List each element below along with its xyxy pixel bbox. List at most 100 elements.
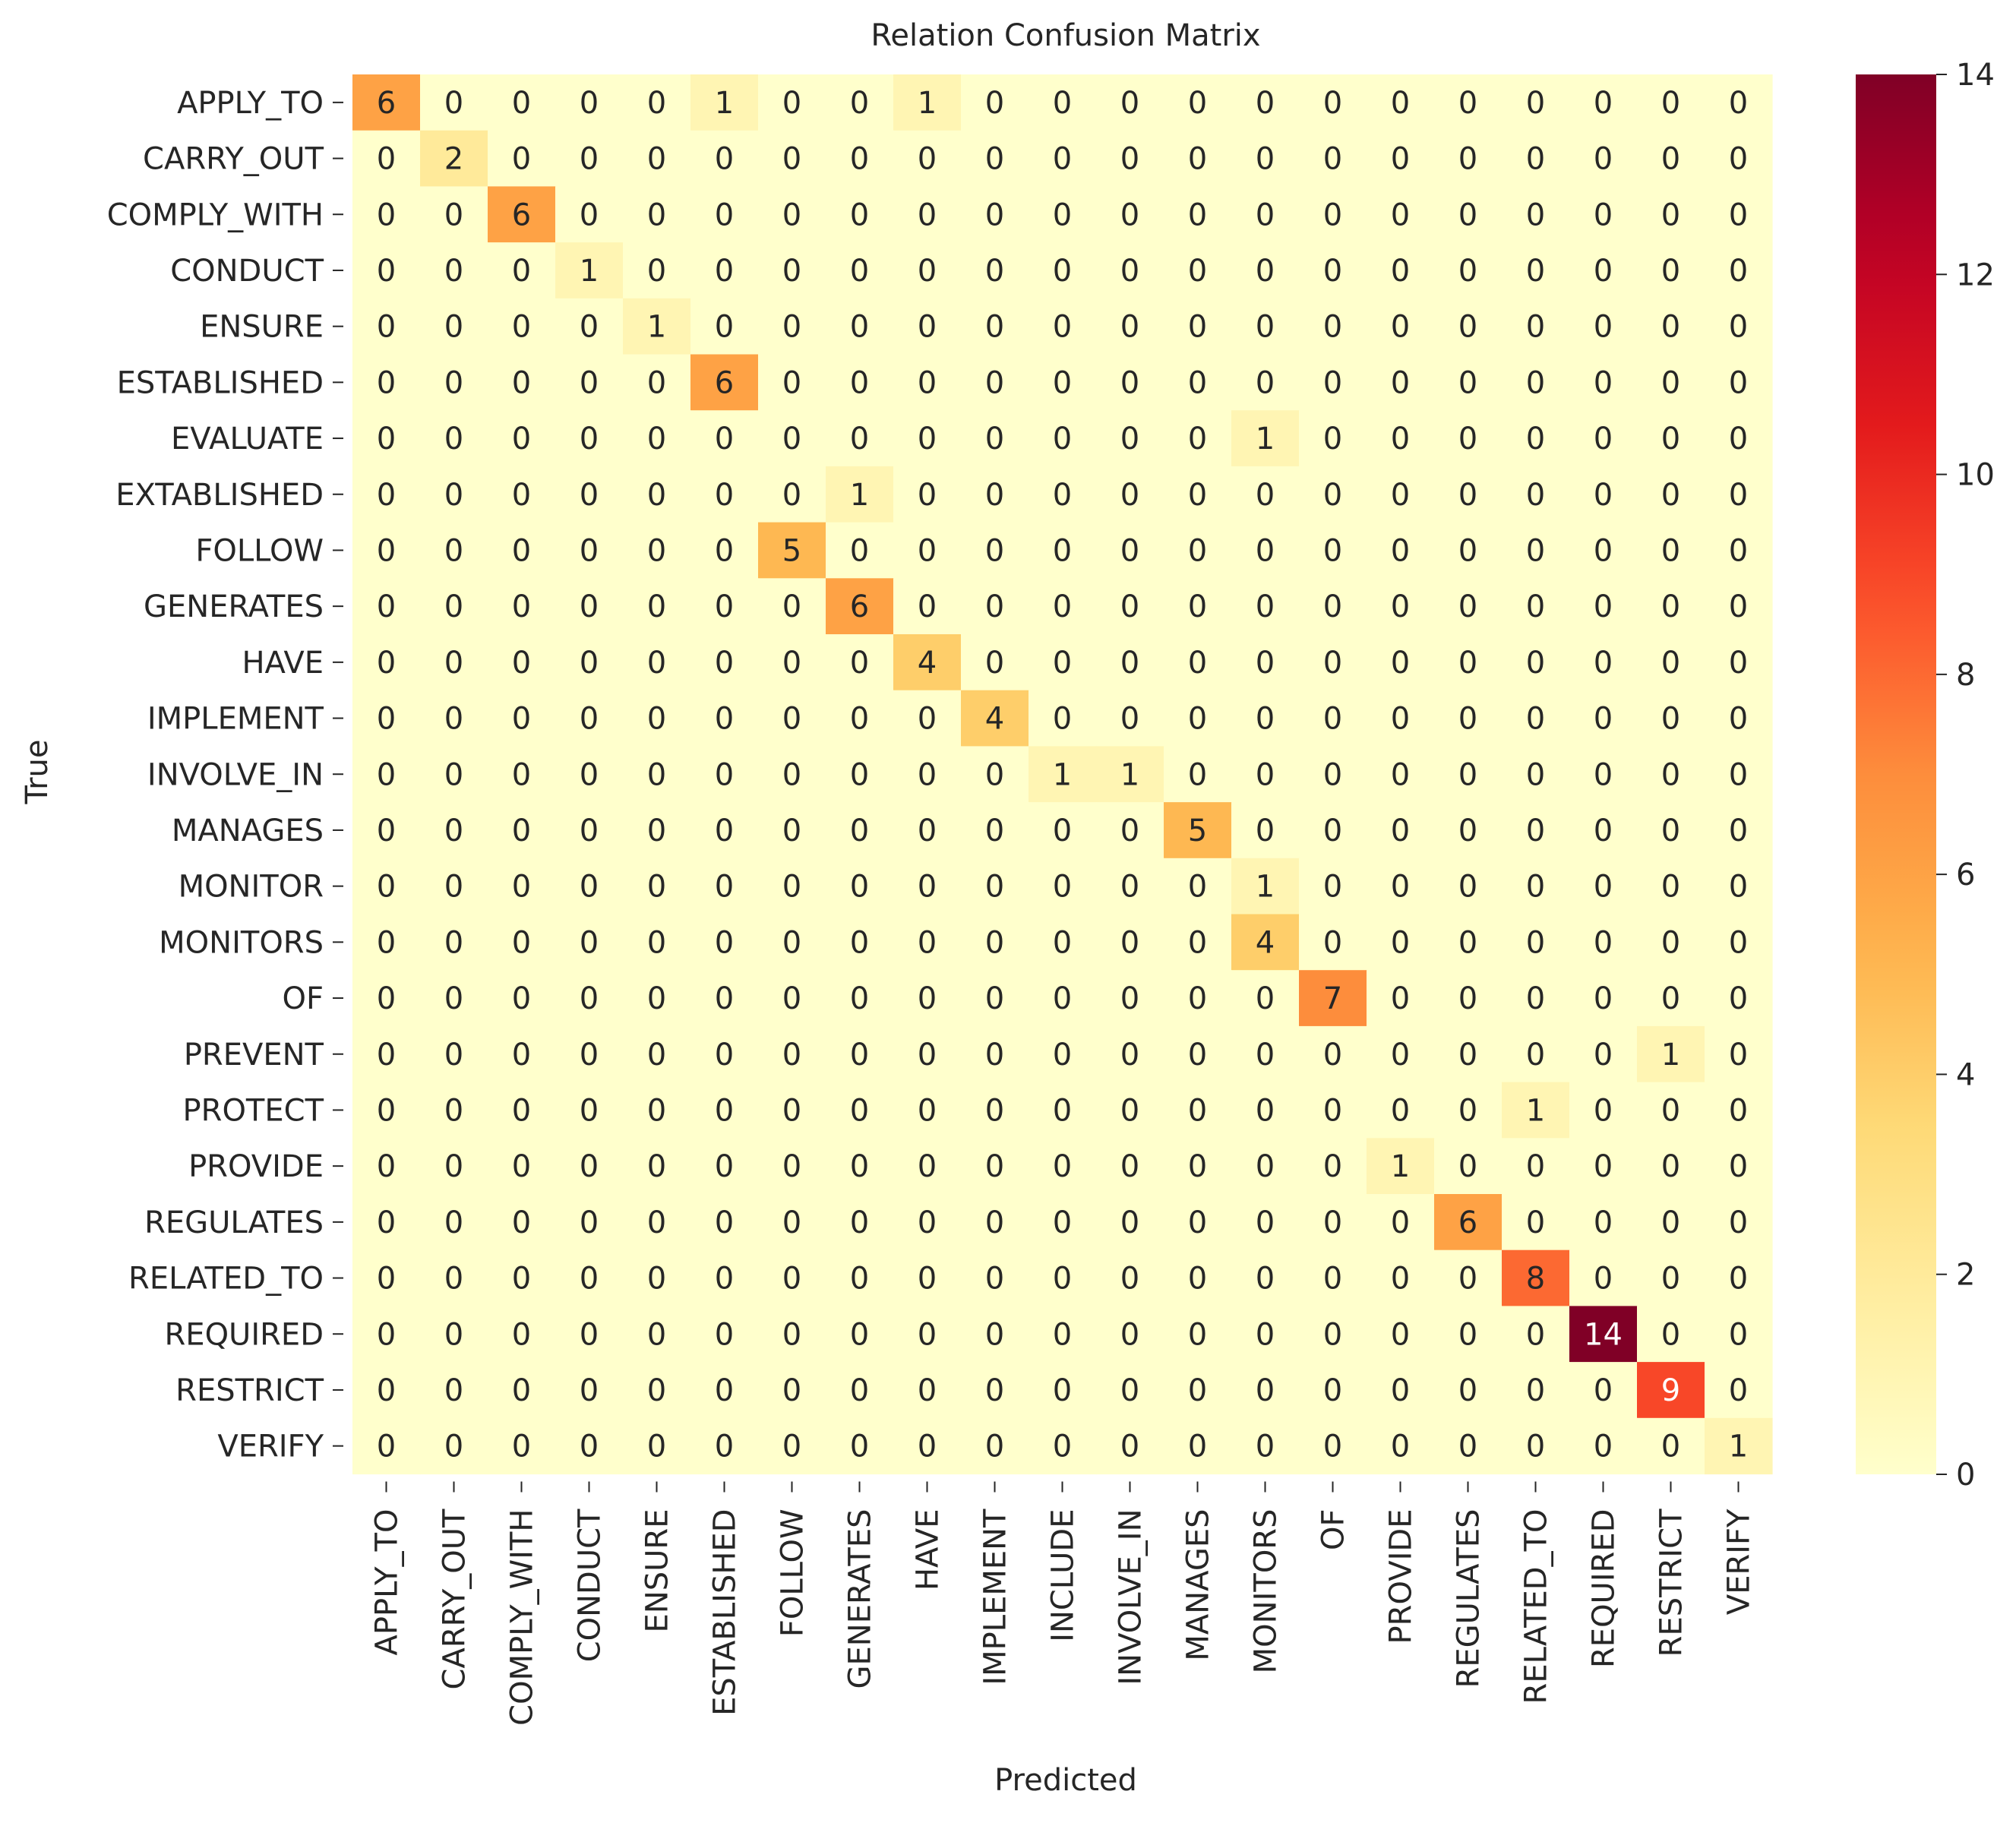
heatmap-cell	[420, 1417, 488, 1475]
cell-value-label: 0	[715, 646, 734, 681]
heatmap-cell	[352, 858, 421, 915]
heatmap-cell	[690, 690, 759, 747]
cell-value-label: 0	[1323, 533, 1342, 568]
heatmap-cell	[961, 1417, 1029, 1475]
heatmap-cell	[1434, 186, 1503, 243]
heatmap-cell	[420, 466, 488, 523]
heatmap-cell	[758, 1138, 826, 1195]
cell-value-label: 0	[444, 813, 463, 848]
heatmap-cell	[488, 914, 556, 971]
heatmap-cell	[1096, 1249, 1164, 1306]
heatmap-cell	[690, 1025, 759, 1083]
heatmap-cell	[1231, 354, 1300, 411]
cell-value-label: 0	[1256, 1093, 1275, 1128]
x-tick-label: OF	[1316, 1509, 1351, 1551]
heatmap-cell	[420, 1306, 488, 1363]
cell-value-label: 0	[1188, 86, 1207, 121]
cell-value-label: 0	[1729, 310, 1748, 345]
cell-value-label: 0	[1053, 702, 1072, 737]
cell-value-label: 0	[647, 142, 666, 177]
cell-value-label: 0	[1120, 1373, 1139, 1408]
cell-value-label: 0	[918, 589, 937, 624]
cell-value-label: 0	[1661, 310, 1680, 345]
heatmap-cell	[1096, 1194, 1164, 1251]
heatmap-cell	[555, 1082, 624, 1139]
heatmap-cell	[1434, 410, 1503, 467]
heatmap-cell	[623, 1025, 691, 1083]
x-tick-label: RELATED_TO	[1519, 1509, 1554, 1704]
cell-value-label: 0	[715, 533, 734, 568]
heatmap-cell	[1029, 466, 1097, 523]
heatmap-cell	[623, 242, 691, 299]
cell-value-label: 0	[918, 813, 937, 848]
cell-value-label: 0	[647, 813, 666, 848]
heatmap-cell	[1367, 970, 1435, 1027]
cell-value-label: 0	[1729, 1093, 1748, 1128]
colorbar-tick-label: 8	[1956, 658, 1975, 693]
cell-value-label: 0	[1323, 86, 1342, 121]
heatmap-cell	[1502, 1417, 1570, 1475]
cell-value-label: 0	[1526, 1317, 1545, 1352]
heatmap-cell	[1705, 410, 1773, 467]
heatmap-cell	[690, 242, 759, 299]
heatmap-cell	[1569, 578, 1638, 635]
heatmap-cell	[623, 1138, 691, 1195]
cell-value-label: 0	[1323, 478, 1342, 513]
cell-value-label: 0	[1120, 925, 1139, 960]
cell-value-label: 0	[1256, 365, 1275, 400]
cell-value-label: 0	[850, 142, 869, 177]
cell-value-label: 0	[1120, 86, 1139, 121]
heatmap-cell	[893, 130, 962, 187]
cell-value-label: 0	[715, 589, 734, 624]
cell-value-label: 0	[580, 702, 599, 737]
cell-value-label: 0	[1594, 925, 1613, 960]
heatmap-cell	[420, 1194, 488, 1251]
cell-value-label: 0	[1458, 813, 1477, 848]
cell-value-label: 0	[1594, 1093, 1613, 1128]
cell-value-label: 0	[850, 365, 869, 400]
cell-value-label: 0	[1188, 925, 1207, 960]
heatmap-cell	[1299, 1362, 1367, 1419]
heatmap-cell	[1502, 578, 1570, 635]
heatmap-cell	[488, 1025, 556, 1083]
cell-value-label: 0	[782, 478, 801, 513]
heatmap-cell	[961, 1362, 1029, 1419]
cell-value-label: 0	[580, 533, 599, 568]
cell-value-label: 0	[647, 86, 666, 121]
cell-value-label: 0	[1526, 1038, 1545, 1073]
heatmap-cell	[1029, 970, 1097, 1027]
cell-value-label: 0	[580, 365, 599, 400]
heatmap-cell	[1231, 914, 1300, 971]
cell-value-label: 0	[1391, 925, 1410, 960]
cell-value-label: 0	[1526, 254, 1545, 289]
x-tick-label: GENERATES	[843, 1509, 878, 1689]
cell-value-label: 0	[1729, 254, 1748, 289]
cell-value-label: 0	[1526, 589, 1545, 624]
heatmap-cell	[1299, 1306, 1367, 1363]
heatmap-cell	[352, 74, 421, 131]
heatmap-cell	[1299, 1249, 1367, 1306]
cell-value-label: 0	[782, 813, 801, 848]
cell-value-label: 0	[580, 478, 599, 513]
cell-value-label: 0	[1458, 925, 1477, 960]
cell-value-label: 0	[1323, 1430, 1342, 1464]
cell-value-label: 0	[1594, 702, 1613, 737]
heatmap-cell	[1705, 1082, 1773, 1139]
cell-value-label: 0	[850, 310, 869, 345]
cell-value-label: 0	[1256, 702, 1275, 737]
cell-value-label: 0	[918, 1262, 937, 1297]
heatmap-cell	[488, 1138, 556, 1195]
heatmap-cell	[623, 354, 691, 411]
cell-value-label: 0	[1323, 870, 1342, 905]
cell-value-label: 0	[444, 1373, 463, 1408]
heatmap-cell	[1367, 1249, 1435, 1306]
heatmap-cell	[555, 690, 624, 747]
cell-value-label: 0	[377, 1038, 396, 1073]
heatmap-cell	[1705, 690, 1773, 747]
cell-value-label: 0	[377, 142, 396, 177]
heatmap-cell	[352, 1082, 421, 1139]
cell-value-label: 0	[985, 925, 1004, 960]
cell-value-label: 0	[850, 1093, 869, 1128]
cell-value-label: 0	[1594, 981, 1613, 1016]
cell-value-label: 0	[1256, 1262, 1275, 1297]
